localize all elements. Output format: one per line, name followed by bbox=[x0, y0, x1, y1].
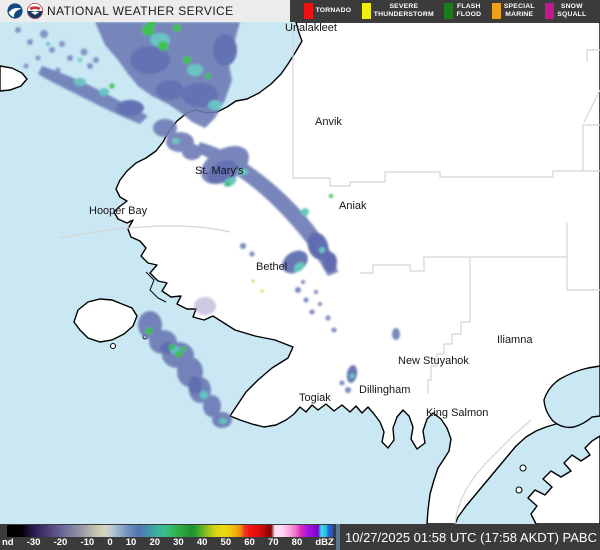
warning-item-tornado: TORNADO bbox=[303, 3, 352, 19]
colorbar-tick: nd bbox=[2, 537, 14, 548]
colorbar-tick: 20 bbox=[149, 537, 161, 548]
header-bar: NATIONAL WEATHER SERVICE TORNADO SEVERE T… bbox=[0, 0, 600, 22]
warning-label: TORNADO bbox=[315, 7, 352, 15]
warning-legend: TORNADO SEVERE THUNDERSTORM FLASH FLOOD SPE… bbox=[290, 0, 600, 22]
warning-swatch bbox=[491, 3, 501, 19]
colorbar-tick: -20 bbox=[53, 537, 68, 548]
colorbar-tick: 0 bbox=[107, 537, 113, 548]
iliamna-lake bbox=[543, 365, 600, 429]
radar-map[interactable] bbox=[0, 19, 600, 525]
reflectivity-colorbar: nd -30 -20 -10 0 10 20 30 40 50 60 70 80 dBZ bbox=[0, 524, 336, 550]
colorbar-tick: -30 bbox=[26, 537, 41, 548]
kodiak-islands bbox=[527, 435, 600, 525]
warning-item-snow-squall: SNOW SQUALL bbox=[545, 3, 586, 19]
colorbar-tick: -10 bbox=[80, 537, 95, 548]
warning-item-flash-flood: FLASH FLOOD bbox=[444, 3, 481, 19]
warning-swatch bbox=[303, 3, 313, 19]
warning-label: SEVERE THUNDERSTORM bbox=[373, 3, 434, 18]
warning-label: SNOW SQUALL bbox=[557, 3, 587, 18]
timestamp-area: 10/27/2025 01:58 UTC (17:58 AKDT) PABC bbox=[336, 524, 600, 550]
warning-item-severe-thunderstorm: SEVERE THUNDERSTORM bbox=[361, 3, 434, 19]
colorbar-tick: 60 bbox=[244, 537, 255, 548]
colorbar-tick: 40 bbox=[196, 537, 208, 548]
warning-item-special-marine: SPECIAL MARINE bbox=[491, 3, 535, 19]
colorbar-gradient bbox=[7, 525, 333, 537]
st-lawrence-island bbox=[0, 65, 28, 92]
warning-swatch bbox=[444, 3, 454, 19]
colorbar-tick: dBZ bbox=[315, 537, 334, 548]
islet bbox=[519, 464, 527, 472]
etolin-strait bbox=[145, 271, 167, 303]
status-bar: nd -30 -20 -10 0 10 20 30 40 50 60 70 80 dBZ 10/27/20… bbox=[0, 524, 600, 550]
header-branding: NATIONAL WEATHER SERVICE bbox=[0, 0, 290, 22]
agency-name: NATIONAL WEATHER SERVICE bbox=[47, 4, 234, 18]
zone-boundaries bbox=[59, 22, 600, 525]
colorbar-tick: 30 bbox=[173, 537, 184, 548]
warning-label: SPECIAL MARINE bbox=[503, 3, 535, 18]
warning-swatch bbox=[361, 3, 371, 19]
map-canvas bbox=[0, 19, 600, 525]
noaa-logo[interactable] bbox=[7, 3, 23, 19]
colorbar-tick: 50 bbox=[220, 537, 232, 548]
radar-layer bbox=[15, 19, 400, 428]
colorbar-tick: 10 bbox=[125, 537, 137, 548]
islet bbox=[110, 343, 116, 349]
warning-label: FLASH FLOOD bbox=[456, 3, 482, 18]
colorbar-ticks: nd -30 -20 -10 0 10 20 30 40 50 60 70 80 dBZ bbox=[0, 537, 336, 548]
nunivak-island bbox=[73, 298, 138, 343]
islet bbox=[515, 486, 523, 494]
nws-logo[interactable] bbox=[27, 3, 43, 19]
colorbar-tick: 70 bbox=[267, 537, 279, 548]
timestamp: 10/27/2025 01:58 UTC (17:58 AKDT) PABC bbox=[345, 529, 597, 545]
colorbar-tick: 80 bbox=[291, 537, 303, 548]
warning-swatch bbox=[545, 3, 555, 19]
